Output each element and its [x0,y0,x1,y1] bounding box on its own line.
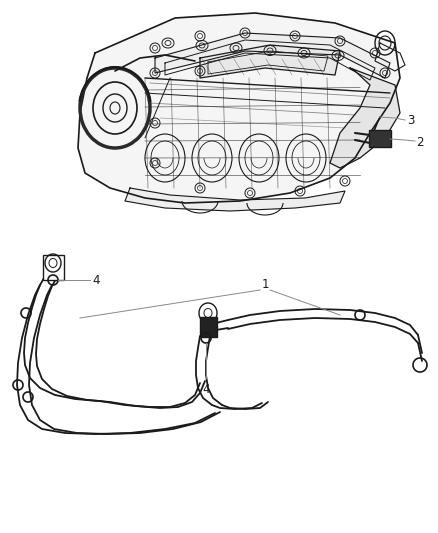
Polygon shape [155,33,390,78]
FancyBboxPatch shape [42,254,64,279]
Polygon shape [78,13,400,203]
Text: 3: 3 [407,115,414,127]
Polygon shape [200,45,340,78]
Text: 4: 4 [202,383,210,396]
Polygon shape [330,68,400,168]
FancyBboxPatch shape [200,317,217,337]
Polygon shape [125,188,345,211]
FancyBboxPatch shape [369,130,391,147]
Text: 1: 1 [261,279,269,292]
Text: 2: 2 [416,135,424,149]
Text: 4: 4 [92,273,99,287]
